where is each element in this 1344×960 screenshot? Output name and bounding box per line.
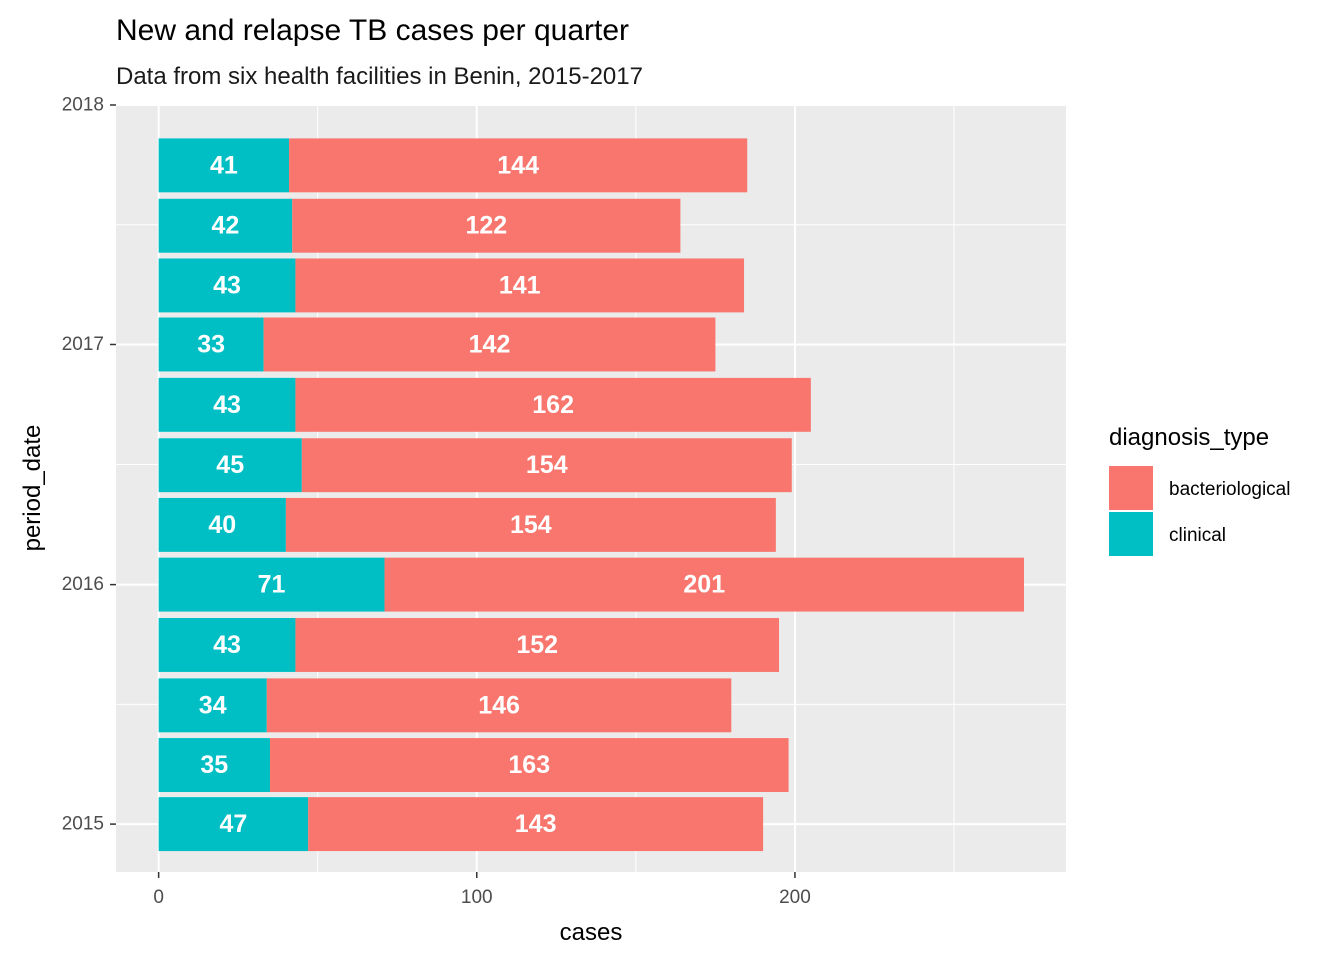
bars [158,138,1025,852]
bar-bacteriological [285,497,776,552]
bar-clinical [158,198,293,253]
bar-value-label: 45 [216,451,244,479]
y-tick-label: 2016 [62,574,104,595]
legend-label-bacteriological: bacteriological [1169,479,1290,500]
y-tick-label: 2015 [62,814,104,835]
bar-value-label: 43 [213,631,241,659]
bar-bacteriological [269,738,789,793]
bar-clinical [158,738,270,793]
bar-value-label: 41 [210,151,238,179]
x-axis-title: cases [560,919,623,946]
bar-value-label: 154 [526,451,568,479]
bar-bacteriological [295,377,811,432]
bar-value-label: 152 [516,631,558,659]
bar-value-label: 43 [213,391,241,419]
bar-value-label: 33 [197,330,225,358]
bar-clinical [158,797,309,852]
legend-label-clinical: clinical [1169,525,1226,546]
x-tick-label: 200 [779,887,811,908]
bar-value-label: 122 [465,212,507,240]
bar-value-label: 143 [515,810,557,838]
legend: diagnosis_type bacteriological clinical [1109,424,1290,556]
bar-value-label: 40 [208,511,236,539]
bar-value-label: 35 [200,751,228,779]
bar-value-label: 162 [532,391,574,419]
bar-bacteriological [295,258,745,313]
bar-value-label: 142 [469,330,511,358]
data-labels: 47 143 35 163 34 146 43 152 71 201 40 154 45 154 43 162… [197,151,725,838]
y-tick-label: 2018 [62,95,104,116]
axes: 0 100 200 2015 2016 2017 2018 [62,95,811,909]
bar-clinical [158,557,385,612]
bar-value-label: 144 [497,151,539,179]
chart-subtitle: Data from six health facilities in Benin… [116,63,643,90]
bar-value-label: 146 [478,691,520,719]
bar-value-label: 47 [219,810,247,838]
x-tick-label: 0 [153,887,164,908]
bar-clinical [158,258,296,313]
y-axis-title: period_date [19,425,46,552]
bar-bacteriological [263,317,716,372]
bar-bacteriological [384,557,1025,612]
bar-clinical [158,438,302,493]
legend-title: diagnosis_type [1109,424,1269,451]
bar-value-label: 43 [213,271,241,299]
chart-title: New and relapse TB cases per quarter [116,14,629,47]
bar-clinical [158,618,296,672]
bar-bacteriological [295,618,780,672]
bar-clinical [158,138,290,193]
legend-key-bacteriological [1109,466,1153,510]
bar-clinical [158,317,264,372]
bar-bacteriological [292,198,681,253]
bar-value-label: 154 [510,511,552,539]
bar-value-label: 163 [508,751,550,779]
y-tick-label: 2017 [62,334,104,355]
bar-value-label: 42 [212,212,240,240]
bar-value-label: 141 [499,271,541,299]
bar-bacteriological [301,438,792,493]
bar-bacteriological [308,797,764,852]
bar-bacteriological [289,138,748,193]
bar-value-label: 71 [258,571,286,599]
x-tick-label: 100 [461,887,493,908]
legend-key-clinical [1109,512,1153,556]
bar-value-label: 34 [199,691,227,719]
bar-bacteriological [266,678,732,733]
bar-clinical [158,497,286,552]
bar-clinical [158,377,296,432]
bar-value-label: 201 [683,571,725,599]
bar-clinical [158,678,267,733]
